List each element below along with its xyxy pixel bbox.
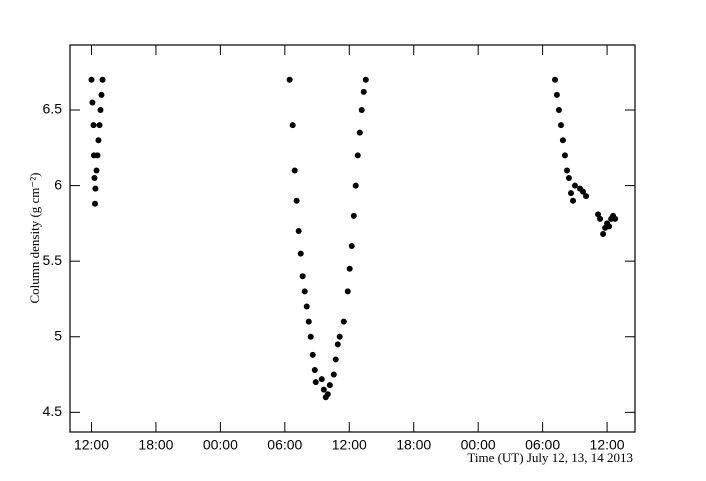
- data-point: [303, 303, 310, 310]
- data-point: [561, 152, 568, 159]
- x-tick-label: 06:00: [525, 437, 560, 453]
- x-tick-label: 18:00: [396, 437, 431, 453]
- data-point: [94, 152, 101, 159]
- data-point: [297, 250, 304, 257]
- data-point: [612, 215, 619, 222]
- data-point: [93, 167, 100, 174]
- data-point: [90, 122, 97, 129]
- data-point: [95, 137, 102, 144]
- data-point: [286, 76, 293, 83]
- y-tick-label: 5.5: [43, 252, 63, 268]
- data-point: [334, 341, 341, 348]
- data-point: [301, 288, 308, 295]
- data-point: [358, 107, 365, 114]
- data-point: [362, 76, 369, 83]
- y-tick-label: 6.5: [43, 101, 63, 117]
- data-point: [92, 185, 99, 192]
- data-point: [350, 212, 357, 219]
- data-point: [344, 288, 351, 295]
- data-point: [96, 122, 103, 129]
- data-point: [309, 351, 316, 358]
- data-point: [311, 367, 318, 374]
- data-point: [305, 318, 312, 325]
- data-point: [312, 379, 319, 386]
- x-tick-label: 18:00: [138, 437, 173, 453]
- data-point: [570, 197, 577, 204]
- data-point: [336, 333, 343, 340]
- y-tick-label: 5: [54, 327, 62, 343]
- data-point: [583, 193, 590, 200]
- data-point: [555, 107, 562, 114]
- x-tick-label: 12:00: [590, 437, 625, 453]
- data-point: [600, 230, 607, 237]
- data-point: [330, 371, 337, 378]
- data-point: [89, 99, 96, 106]
- data-point: [91, 175, 98, 182]
- data-point: [348, 243, 355, 250]
- data-point: [289, 122, 296, 129]
- plot-frame: [69, 44, 636, 433]
- data-point: [320, 386, 327, 393]
- x-tick-label: 00:00: [461, 437, 496, 453]
- data-point: [324, 391, 331, 398]
- x-tick-label: 00:00: [203, 437, 238, 453]
- data-point: [595, 211, 602, 218]
- x-axis-label: Time (UT) July 12, 13, 14 2013: [467, 450, 633, 465]
- data-point: [606, 223, 613, 230]
- data-point: [98, 91, 105, 98]
- data-point: [564, 167, 571, 174]
- data-point: [553, 91, 560, 98]
- data-point: [318, 376, 325, 383]
- data-point: [580, 188, 587, 195]
- data-point: [92, 200, 99, 207]
- data-point: [559, 137, 566, 144]
- data-point: [293, 197, 300, 204]
- data-point: [332, 356, 339, 363]
- y-axis-label: Column density (g cm⁻²): [27, 173, 42, 304]
- data-point: [571, 182, 578, 189]
- data-point: [340, 318, 347, 325]
- data-point: [597, 215, 604, 222]
- data-point: [360, 88, 367, 95]
- data-point: [354, 152, 361, 159]
- data-point: [299, 273, 306, 280]
- x-tick-label: 12:00: [74, 437, 109, 453]
- data-point: [88, 76, 95, 83]
- data-point: [551, 76, 558, 83]
- x-tick-label: 06:00: [267, 437, 302, 453]
- data-point: [291, 167, 298, 174]
- data-point: [567, 190, 574, 197]
- data-point: [356, 129, 363, 136]
- x-tick-label: 12:00: [332, 437, 367, 453]
- data-point: [565, 175, 572, 182]
- data-point: [307, 333, 314, 340]
- data-point: [346, 265, 353, 272]
- data-point: [295, 227, 302, 234]
- data-point: [557, 122, 564, 129]
- data-point: [352, 182, 359, 189]
- data-point: [326, 382, 333, 389]
- y-tick-label: 6: [54, 176, 62, 192]
- data-point: [97, 107, 104, 114]
- y-tick-label: 4.5: [43, 403, 63, 419]
- data-point: [99, 76, 106, 83]
